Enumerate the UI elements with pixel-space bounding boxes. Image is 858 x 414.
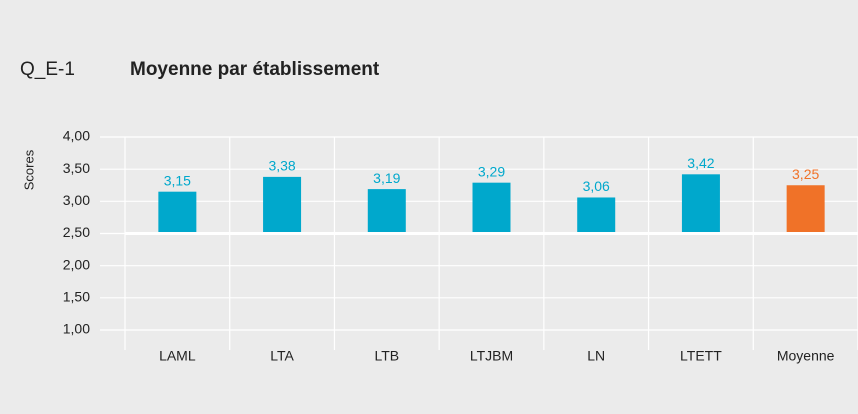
x-tick-label: LTA xyxy=(270,348,294,364)
bar xyxy=(577,197,616,234)
bar xyxy=(681,174,720,234)
data-label: 3,19 xyxy=(373,170,400,186)
x-tick-label: Moyenne xyxy=(777,348,835,364)
data-label: 3,15 xyxy=(164,172,191,188)
y-tick-label: 2,00 xyxy=(63,256,90,272)
x-tick-label: LTB xyxy=(374,348,399,364)
bar xyxy=(472,182,511,234)
data-label: 3,38 xyxy=(268,158,295,174)
y-tick-label: 4,00 xyxy=(63,128,90,144)
y-axis-label: Scores xyxy=(21,149,36,190)
y-tick-label: 1,50 xyxy=(63,289,90,305)
data-label: 3,29 xyxy=(478,163,505,179)
bar xyxy=(786,185,825,234)
data-label: 3,06 xyxy=(583,178,610,194)
data-label: 3,25 xyxy=(792,166,819,182)
x-tick-label: LTETT xyxy=(680,348,722,364)
bar xyxy=(263,176,302,234)
bar xyxy=(158,191,197,234)
x-tick-label: LAML xyxy=(159,348,196,364)
chart-title: Moyenne par établissement xyxy=(130,59,380,80)
data-label: 3,42 xyxy=(687,155,714,171)
x-tick-label: LTJBM xyxy=(470,348,513,364)
x-tick-label: LN xyxy=(587,348,605,364)
chart-code: Q_E-1 xyxy=(20,59,75,80)
y-tick-label: 3,00 xyxy=(63,192,90,208)
bar xyxy=(367,189,406,234)
y-tick-label: 2,50 xyxy=(63,224,90,240)
y-tick-label: 3,50 xyxy=(63,160,90,176)
y-tick-label: 1,00 xyxy=(63,321,90,337)
